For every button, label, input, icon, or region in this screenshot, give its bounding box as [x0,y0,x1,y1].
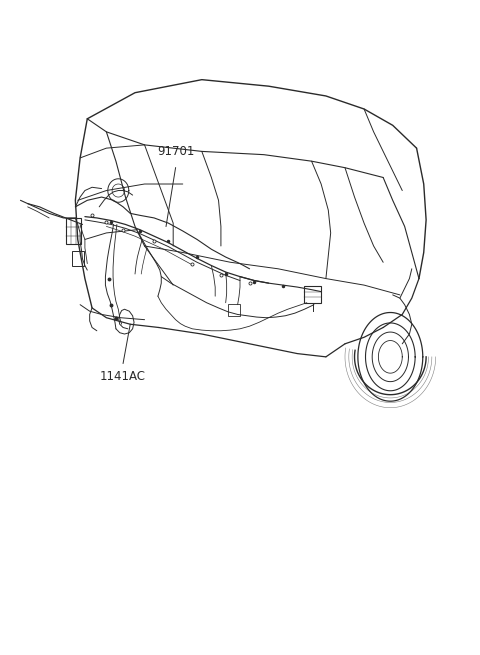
Bar [66,218,81,244]
Bar [72,251,84,265]
Bar [228,304,240,316]
Text: 1141AC: 1141AC [100,370,146,383]
Text: 91701: 91701 [157,145,194,158]
Bar [304,286,321,303]
